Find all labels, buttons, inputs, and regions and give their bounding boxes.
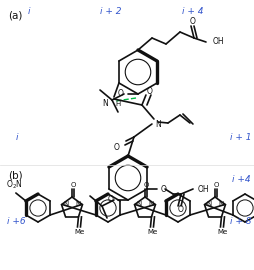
Text: OH: OH [197,184,209,194]
Text: O: O [213,182,218,188]
Text: O: O [114,143,119,151]
Text: i + 2: i + 2 [100,7,121,16]
Text: O: O [143,182,148,188]
Text: OH: OH [212,38,224,46]
Text: Me: Me [216,229,227,235]
Text: i +4: i +4 [231,175,249,184]
Text: N: N [154,120,160,129]
Text: N: N [75,201,80,207]
Text: O: O [161,184,166,194]
Text: N: N [206,201,211,207]
Text: N: N [148,201,153,207]
Text: i + 1: i + 1 [229,133,251,142]
Text: O: O [70,182,75,188]
Text: N: N [63,201,69,207]
Text: N: N [136,201,141,207]
Text: O: O [177,205,183,214]
Text: Me: Me [74,229,84,235]
Text: O: O [118,89,123,99]
Text: i +6: i +6 [7,217,26,226]
Text: N: N [217,201,223,207]
Text: O: O [108,195,114,204]
Text: O$_2$N: O$_2$N [6,179,22,191]
Text: N: N [102,99,107,108]
Text: i + 4: i + 4 [181,7,202,16]
Text: Me: Me [147,229,157,235]
Text: O: O [189,18,195,26]
Text: i + 8: i + 8 [229,217,251,226]
Text: i: i [28,7,30,16]
Text: (a): (a) [8,10,22,20]
Text: O: O [147,86,152,96]
Text: (b): (b) [8,170,23,180]
Text: i: i [15,133,18,142]
Text: H: H [115,101,120,107]
